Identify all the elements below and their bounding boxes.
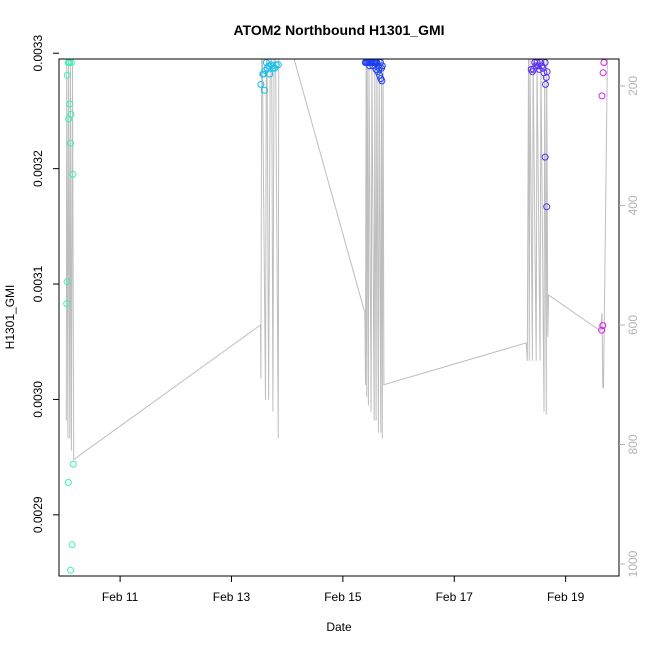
data-point xyxy=(374,68,382,76)
x-axis-label: Date xyxy=(326,620,352,634)
y-tick-label: 0.0033 xyxy=(31,35,45,72)
y2-tick-label: 400 xyxy=(626,195,640,215)
axes-layer: Feb 11 Feb 13 Feb 15 Feb 17 Feb 19 0.0029 0.00… xyxy=(31,35,640,604)
x-tick-label: Feb 19 xyxy=(547,590,585,604)
data-point xyxy=(260,86,268,94)
data-point xyxy=(543,203,551,211)
data-point xyxy=(378,62,386,70)
y-tick-label: 0.0032 xyxy=(31,150,45,187)
data-point xyxy=(539,64,547,72)
data-point xyxy=(598,326,606,334)
data-points-layer xyxy=(63,59,608,574)
data-point xyxy=(541,153,549,161)
data-point xyxy=(269,64,277,72)
y-axis-label: H1301_GMI xyxy=(3,285,17,350)
y-tick-label: 0.0030 xyxy=(31,381,45,418)
data-point xyxy=(366,62,374,70)
data-point xyxy=(69,460,77,468)
x-tick-label: Feb 11 xyxy=(102,590,139,604)
data-point xyxy=(65,115,73,123)
x-tick-label: Feb 13 xyxy=(213,590,251,604)
y-tick-label: 0.0029 xyxy=(31,496,45,533)
y2-tick-label: 800 xyxy=(626,434,640,454)
y-tick-label: 0.0031 xyxy=(31,265,45,302)
data-point xyxy=(378,77,386,85)
data-point xyxy=(63,300,71,308)
data-point xyxy=(63,71,71,79)
data-point xyxy=(543,68,551,76)
data-point xyxy=(69,170,77,178)
data-point xyxy=(63,278,71,286)
data-point xyxy=(598,92,606,100)
data-point xyxy=(257,80,265,88)
chart-title: ATOM2 Northbound H1301_GMI xyxy=(233,22,444,38)
data-point xyxy=(266,70,274,78)
data-point xyxy=(376,71,384,79)
data-point xyxy=(599,322,607,330)
data-point xyxy=(535,65,543,73)
data-point xyxy=(66,100,74,108)
data-point xyxy=(67,139,75,147)
data-point xyxy=(274,61,282,69)
data-point xyxy=(542,80,549,88)
y2-tick-label: 1000 xyxy=(626,550,640,577)
data-point xyxy=(68,541,76,549)
plot-frame xyxy=(58,58,620,577)
data-point xyxy=(67,566,75,574)
data-point xyxy=(64,479,72,486)
data-point xyxy=(599,69,607,77)
y2-tick-label: 600 xyxy=(626,315,640,335)
x-tick-label: Feb 17 xyxy=(436,590,474,604)
x-tick-label: Feb 15 xyxy=(324,590,362,604)
y2-tick-label: 200 xyxy=(626,76,640,96)
